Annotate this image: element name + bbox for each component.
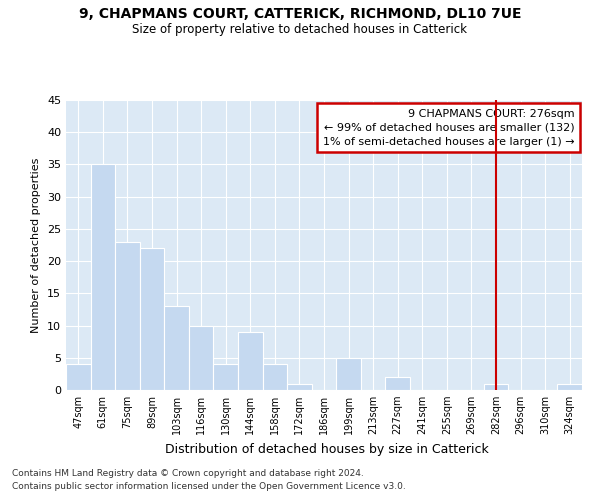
Y-axis label: Number of detached properties: Number of detached properties [31,158,41,332]
Text: Contains HM Land Registry data © Crown copyright and database right 2024.: Contains HM Land Registry data © Crown c… [12,468,364,477]
Bar [91,164,115,390]
Bar [263,364,287,390]
Text: 9 CHAPMANS COURT: 276sqm
← 99% of detached houses are smaller (132)
1% of semi-d: 9 CHAPMANS COURT: 276sqm ← 99% of detach… [323,108,574,146]
Bar [189,326,214,390]
Text: 9, CHAPMANS COURT, CATTERICK, RICHMOND, DL10 7UE: 9, CHAPMANS COURT, CATTERICK, RICHMOND, … [79,8,521,22]
Bar [287,384,312,390]
Bar [66,364,91,390]
Text: Distribution of detached houses by size in Catterick: Distribution of detached houses by size … [165,442,489,456]
Bar [238,332,263,390]
Bar [214,364,238,390]
Bar [336,358,361,390]
Bar [557,384,582,390]
Bar [484,384,508,390]
Text: Contains public sector information licensed under the Open Government Licence v3: Contains public sector information licen… [12,482,406,491]
Bar [164,306,189,390]
Bar [385,377,410,390]
Bar [140,248,164,390]
Bar [115,242,140,390]
Text: Size of property relative to detached houses in Catterick: Size of property relative to detached ho… [133,22,467,36]
